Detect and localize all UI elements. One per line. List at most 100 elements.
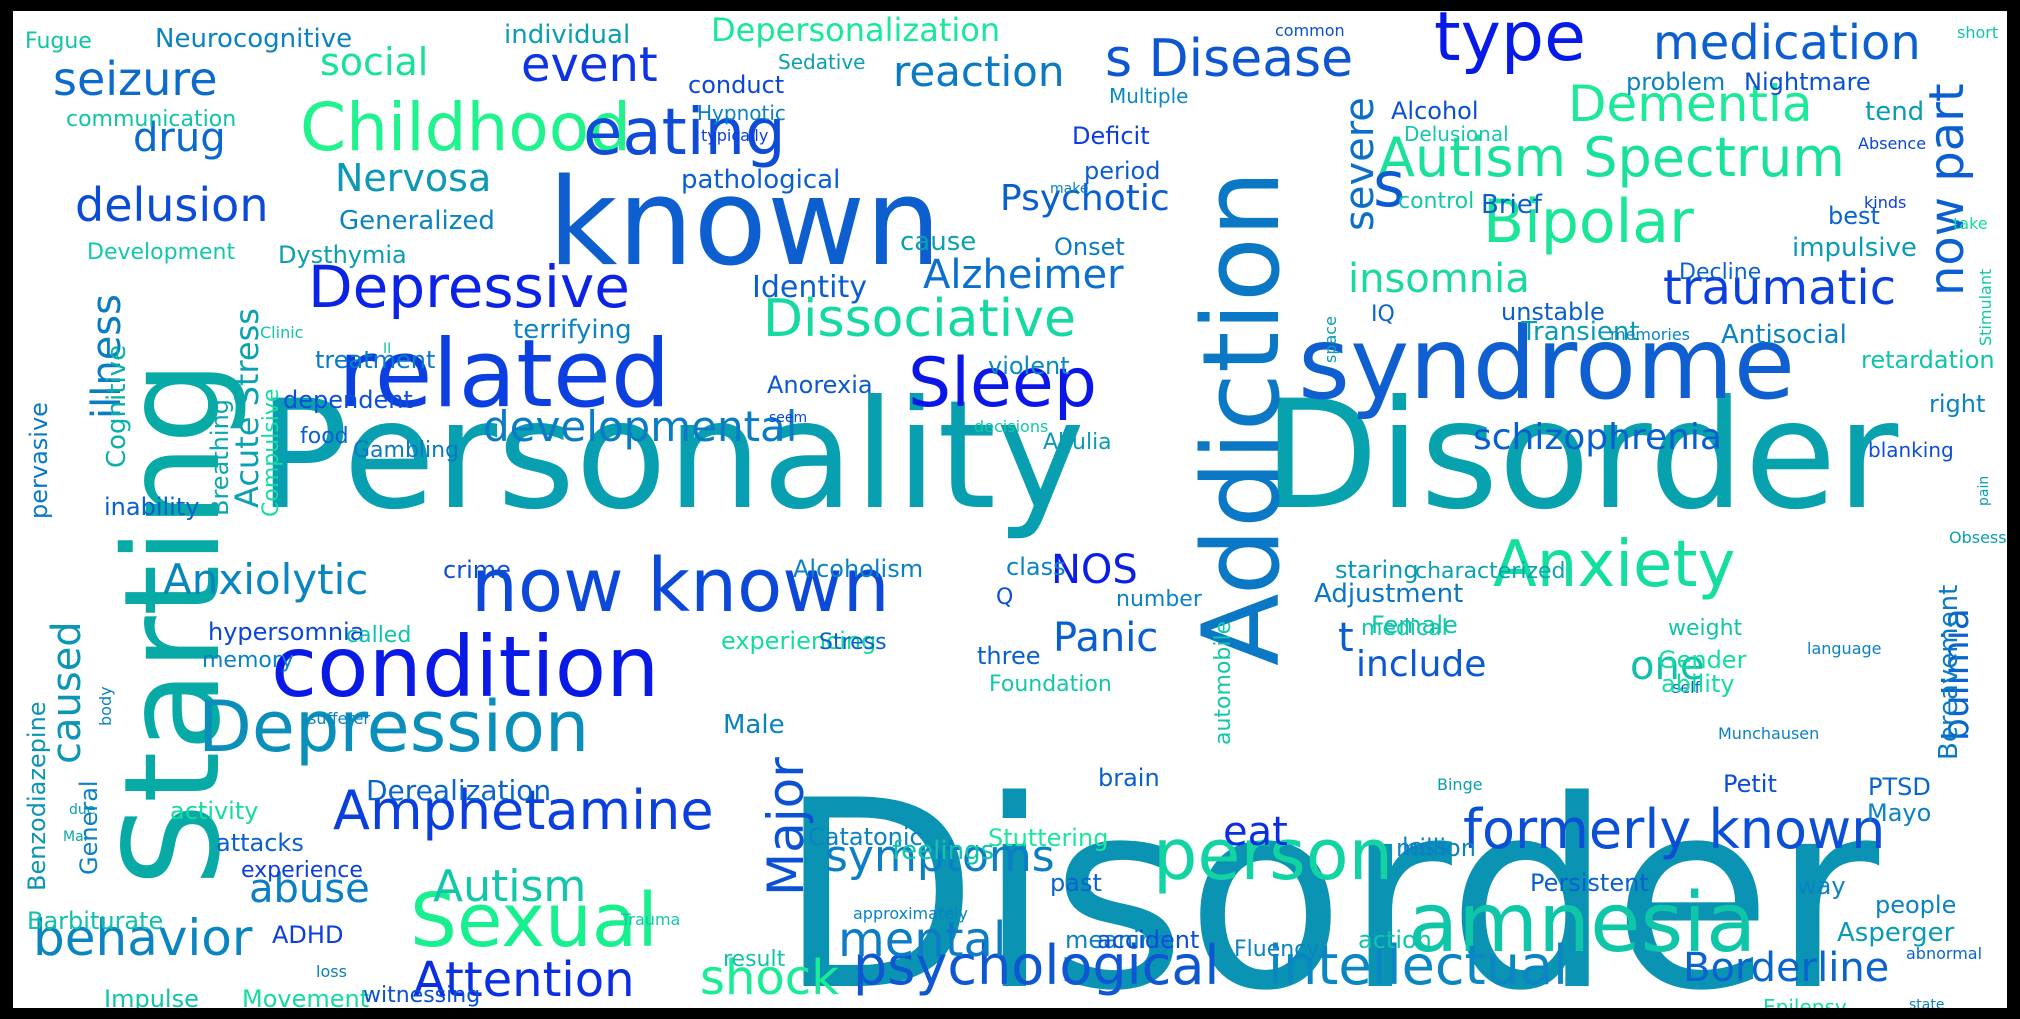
word-bulimia: bulimia <box>1936 608 1977 741</box>
word-self: self <box>1672 678 1701 697</box>
word-onset: Onset <box>1054 233 1125 261</box>
word-persistent: Persistent <box>1530 869 1649 897</box>
word-fugue: Fugue <box>25 29 92 54</box>
word-brief: Brief <box>1481 190 1543 220</box>
word-bereavement: Bereavement <box>1934 585 1964 760</box>
word-body: body <box>96 686 115 726</box>
word-autism-spectrum: Autism Spectrum <box>1378 126 1845 189</box>
word-action: action <box>1358 926 1432 954</box>
word-short: short <box>1957 23 1998 42</box>
word-derealization: Derealization <box>366 774 551 807</box>
word-female: Female <box>1371 611 1458 639</box>
word-condition: condition <box>271 618 659 716</box>
word-due: due <box>69 802 95 818</box>
word-nightmare: Nightmare <box>1744 68 1871 96</box>
word-anorexia: Anorexia <box>767 371 873 399</box>
word-past: past <box>1050 869 1102 897</box>
word-cloud: Disorder Personality Disorder Starting known… <box>23 11 2007 1008</box>
word-s: s <box>1373 148 1405 221</box>
word-benzodiazepine: Benzodiazepine <box>23 701 51 891</box>
word-feelings: feelings <box>892 836 994 866</box>
word-common: common <box>1275 21 1345 40</box>
word-characterized: characterized <box>1415 559 1566 584</box>
word-experience: experience <box>241 858 363 883</box>
word-witnessing: witnessing <box>363 983 480 1008</box>
word-cognitive: Cognitive <box>102 345 132 468</box>
word-meaning: meaning <box>1065 926 1170 954</box>
word-stress: Stress <box>819 630 887 655</box>
word-symptoms: symptoms <box>825 831 1055 882</box>
word-sedative: Sedative <box>778 50 866 74</box>
word-ptsd: PTSD <box>1868 773 1931 801</box>
word-activity: activity <box>170 797 258 825</box>
word-pathological: pathological <box>681 165 840 195</box>
word-medical: medical <box>1361 616 1448 641</box>
word-seem: seem <box>769 410 807 426</box>
word-mental: mental <box>838 912 1006 968</box>
word-catatonic: Catatonic <box>808 823 923 851</box>
word-generalized: Generalized <box>339 206 495 236</box>
word-childhood: Childhood <box>300 89 631 166</box>
word-impulsive: impulsive <box>1792 233 1917 263</box>
word-known: known <box>548 154 941 293</box>
word-autism: Autism <box>433 861 586 912</box>
word-period: period <box>1084 157 1160 185</box>
word-weight: weight <box>1668 616 1743 641</box>
word-fluency: Fluency <box>1234 937 1319 962</box>
word-illness: illness <box>84 294 130 419</box>
word-behavior: behavior <box>33 909 253 967</box>
word-gender: Gender <box>1658 646 1747 674</box>
word-adhd: ADHD <box>272 921 343 949</box>
word-alcohol: Alcohol <box>1391 97 1479 125</box>
word-trauma: Trauma <box>620 910 680 929</box>
word-now-known: now known <box>471 543 890 629</box>
word-seizure: seizure <box>53 52 218 106</box>
word-pain: pain <box>1976 476 1992 506</box>
word-right: right <box>1929 390 1985 418</box>
word-compulsive: Compulsive <box>259 389 284 517</box>
word-brain: brain <box>1098 764 1160 792</box>
word-nervosa: Nervosa <box>335 156 491 200</box>
word-best: best <box>1828 202 1880 230</box>
word-attention: Attention <box>413 952 635 1008</box>
word-way: way <box>1797 872 1846 900</box>
word-crime: crime <box>443 556 511 584</box>
word-eat: eat <box>1223 809 1288 855</box>
word-severe: severe <box>1337 97 1383 231</box>
word-iq: IQ <box>1371 302 1395 327</box>
word-less: less <box>1402 833 1448 861</box>
word-depression: Depression <box>198 686 589 768</box>
word-space: space <box>1321 316 1340 363</box>
word-decisions: decisions <box>974 417 1048 436</box>
word-development: Development <box>87 240 235 265</box>
word-intellectual: intellectual <box>1268 934 1568 997</box>
word-identity: Identity <box>752 270 867 305</box>
word-traumatic: traumatic <box>1663 260 1896 316</box>
word-disorder: Disorder <box>778 746 1882 1008</box>
word-clinic: Clinic <box>260 323 303 342</box>
word-unstable: unstable <box>1501 298 1605 326</box>
word-schizophrenia: schizophrenia <box>1473 417 1722 458</box>
word-anxiolytic: Anxiolytic <box>163 555 368 604</box>
word-sexual: Sexual <box>410 878 658 964</box>
word-cloud-canvas: Disorder Personality Disorder Starting known… <box>13 11 2007 1008</box>
word-attacks: attacks <box>216 829 304 857</box>
word-ii: II <box>383 341 391 357</box>
word-million: million <box>1396 834 1476 862</box>
word-staring: staring <box>1335 556 1419 584</box>
word-abnormal: abnormal <box>1906 944 1982 963</box>
word-male: Male <box>723 710 785 740</box>
word-class: class <box>1006 553 1066 581</box>
word-breathing: Breathing <box>206 399 234 516</box>
word-depressive: Depressive <box>308 253 630 321</box>
word-transient: Transient <box>1520 317 1640 347</box>
word-adjustment: Adjustment <box>1314 579 1463 609</box>
word-addiction: Addiction <box>1180 170 1303 666</box>
word-hypnotic: Hypnotic <box>697 101 786 125</box>
word-stimulant: Stimulant <box>1976 269 1995 346</box>
word-mal: Mal <box>63 829 88 845</box>
word-developmental: developmental <box>483 402 797 451</box>
word-deficit: Deficit <box>1072 122 1150 150</box>
word-approximately: approximately <box>853 904 968 923</box>
word-state: state <box>1909 997 1944 1008</box>
